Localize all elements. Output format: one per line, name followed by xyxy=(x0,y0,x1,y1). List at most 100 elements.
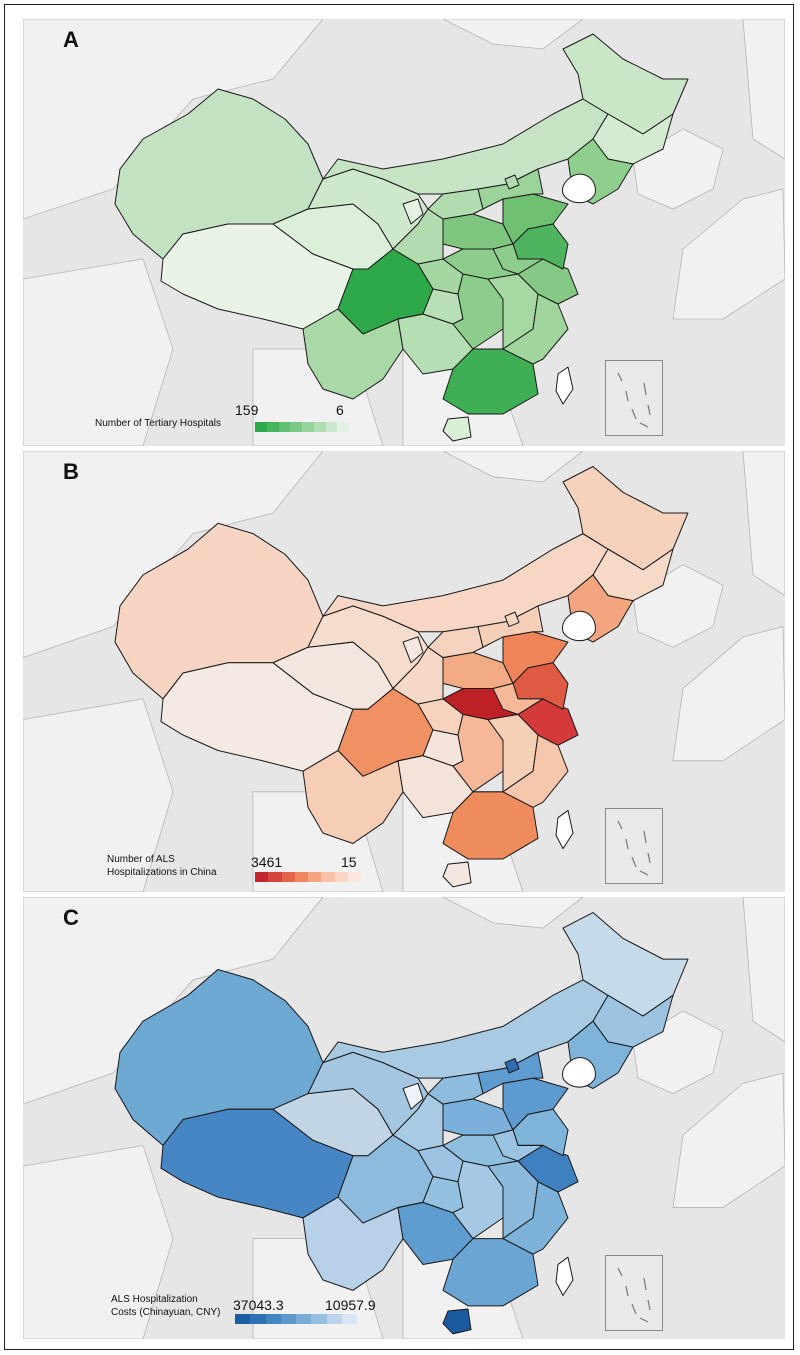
inset-dash xyxy=(643,1277,647,1291)
province-ningxia xyxy=(402,636,424,664)
inset-dash xyxy=(647,404,651,416)
province-anhui xyxy=(492,243,544,275)
inset-dash xyxy=(617,1267,623,1277)
neighbor-land-shape xyxy=(742,451,785,597)
legend-min-c: 10957.9 xyxy=(325,1297,376,1313)
legend-swatch xyxy=(311,1314,327,1324)
figure-frame: A Number of Tertiary Hospitals 159 6 B N… xyxy=(4,4,794,1350)
legend-max-c: 37043.3 xyxy=(233,1297,284,1313)
bohai-sea xyxy=(562,610,596,642)
panel-b: B Number of ALS Hospitalizations in Chin… xyxy=(23,451,785,892)
legend-scale-c xyxy=(235,1314,357,1324)
neighbor-land-shape xyxy=(672,188,785,320)
inset-islands xyxy=(617,372,651,428)
legend-swatch xyxy=(294,872,308,882)
province-guangdong xyxy=(442,791,539,860)
province-hainan xyxy=(442,861,472,888)
inset-dash xyxy=(625,838,629,850)
legend-swatch xyxy=(313,422,326,432)
inset-dash xyxy=(639,870,649,876)
legend-title-c-line2: Costs (Chinayuan, CNY) xyxy=(111,1307,221,1318)
legend-max-b: 3461 xyxy=(251,854,283,870)
neighbor-land-shape xyxy=(442,897,584,929)
province-yunnan xyxy=(302,749,404,844)
china-map-c xyxy=(23,897,785,1339)
legend-title-b-line2: Hospitalizations in China xyxy=(107,867,217,878)
inset-dash xyxy=(647,1299,651,1311)
legend-swatch xyxy=(250,1314,266,1324)
legend-scale-a xyxy=(255,422,349,432)
province-taiwan xyxy=(555,809,574,850)
neighbor-land-shape xyxy=(742,19,785,160)
panel-letter-b: B xyxy=(63,459,79,484)
panel-c: C ALS Hospitalization Costs (Chinayuan, … xyxy=(23,897,785,1339)
neighbor-land-shape xyxy=(672,626,785,762)
neighbor-land-shape xyxy=(442,451,584,483)
legend-swatch xyxy=(296,1314,312,1324)
neighbor-land-shape xyxy=(23,698,174,892)
neighbor-land-shape xyxy=(23,1144,174,1339)
province-taiwan xyxy=(555,1256,574,1297)
legend-scale-b xyxy=(255,872,361,882)
south-china-sea-inset-c xyxy=(605,1255,663,1331)
inset-dash xyxy=(631,1303,637,1315)
south-china-sea-inset-a xyxy=(605,360,663,436)
inset-dash xyxy=(631,408,637,420)
neighbor-land-shape xyxy=(23,19,324,220)
legend-swatch xyxy=(281,872,295,882)
province-beijing xyxy=(504,174,520,190)
legend-swatch xyxy=(325,422,338,432)
legend-swatch xyxy=(280,1314,296,1324)
panel-letter-a: A xyxy=(63,27,79,52)
legend-swatch xyxy=(278,422,291,432)
legend-swatch xyxy=(255,872,269,882)
panel-a: A Number of Tertiary Hospitals 159 6 xyxy=(23,19,785,446)
neighbor-land-shape xyxy=(23,451,324,658)
inset-dash xyxy=(617,372,623,382)
legend-swatch xyxy=(341,1314,357,1324)
legend-swatch xyxy=(326,1314,342,1324)
province-ningxia xyxy=(402,198,424,225)
inset-dash xyxy=(625,1285,629,1297)
legend-swatch xyxy=(255,422,267,432)
inset-dash xyxy=(639,1317,649,1323)
legend-swatch xyxy=(235,1314,251,1324)
province-anhui xyxy=(492,1129,544,1162)
province-beijing xyxy=(504,1057,520,1074)
legend-swatch xyxy=(337,422,349,432)
legend-swatch xyxy=(334,872,348,882)
neighbor-land-shape xyxy=(742,897,785,1043)
neighbor-land-shape xyxy=(442,19,584,50)
china-map-b xyxy=(23,451,785,892)
legend-swatch xyxy=(265,1314,281,1324)
legend-title-b-line1: Number of ALS xyxy=(107,854,175,865)
legend-min-b: 15 xyxy=(341,854,357,870)
bohai-sea xyxy=(562,1057,596,1088)
inset-islands xyxy=(617,820,651,876)
legend-swatch xyxy=(347,872,361,882)
province-beijing xyxy=(504,611,520,628)
province-guangdong xyxy=(442,348,539,415)
bohai-sea xyxy=(562,173,596,204)
province-hainan xyxy=(442,1308,472,1335)
legend-max-a: 159 xyxy=(235,402,259,418)
inset-dash xyxy=(639,422,649,428)
neighbor-land-shape xyxy=(672,1072,785,1208)
inset-islands xyxy=(617,1267,651,1323)
inset-dash xyxy=(647,852,651,864)
legend-swatch xyxy=(266,422,279,432)
province-hainan xyxy=(442,416,472,442)
province-guangdong xyxy=(442,1238,539,1307)
china-map-a xyxy=(23,19,785,446)
south-china-sea-inset-b xyxy=(605,808,663,884)
legend-swatch xyxy=(302,422,314,432)
province-yunnan xyxy=(302,308,404,400)
neighbor-land-shape xyxy=(23,897,324,1105)
legend-title-a: Number of Tertiary Hospitals xyxy=(95,418,221,429)
province-taiwan xyxy=(555,366,574,405)
province-yunnan xyxy=(302,1196,404,1291)
legend-swatch xyxy=(290,422,302,432)
legend-swatch xyxy=(321,872,335,882)
inset-dash xyxy=(643,382,647,396)
inset-dash xyxy=(643,830,647,844)
